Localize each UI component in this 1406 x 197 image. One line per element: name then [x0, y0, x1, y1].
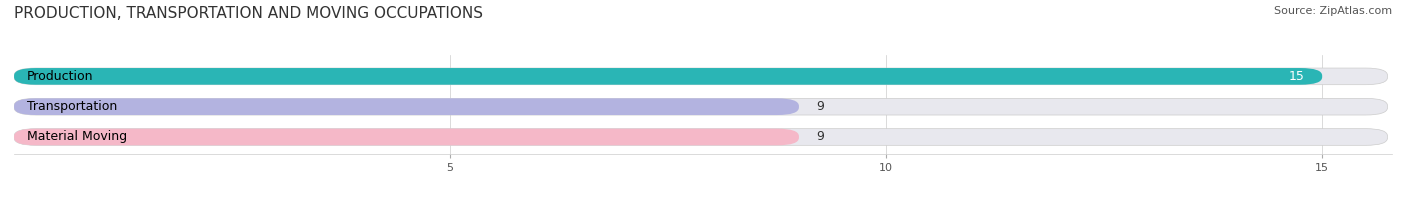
FancyBboxPatch shape: [14, 98, 799, 115]
FancyBboxPatch shape: [14, 129, 1388, 145]
FancyBboxPatch shape: [14, 68, 1322, 85]
Text: 15: 15: [1289, 70, 1305, 83]
Text: Material Moving: Material Moving: [27, 130, 128, 143]
Text: PRODUCTION, TRANSPORTATION AND MOVING OCCUPATIONS: PRODUCTION, TRANSPORTATION AND MOVING OC…: [14, 6, 484, 21]
FancyBboxPatch shape: [14, 68, 1388, 85]
Text: Source: ZipAtlas.com: Source: ZipAtlas.com: [1274, 6, 1392, 16]
FancyBboxPatch shape: [14, 98, 1388, 115]
Text: 9: 9: [817, 130, 824, 143]
Text: Production: Production: [27, 70, 94, 83]
Text: 9: 9: [817, 100, 824, 113]
Text: Transportation: Transportation: [27, 100, 117, 113]
FancyBboxPatch shape: [14, 129, 799, 145]
